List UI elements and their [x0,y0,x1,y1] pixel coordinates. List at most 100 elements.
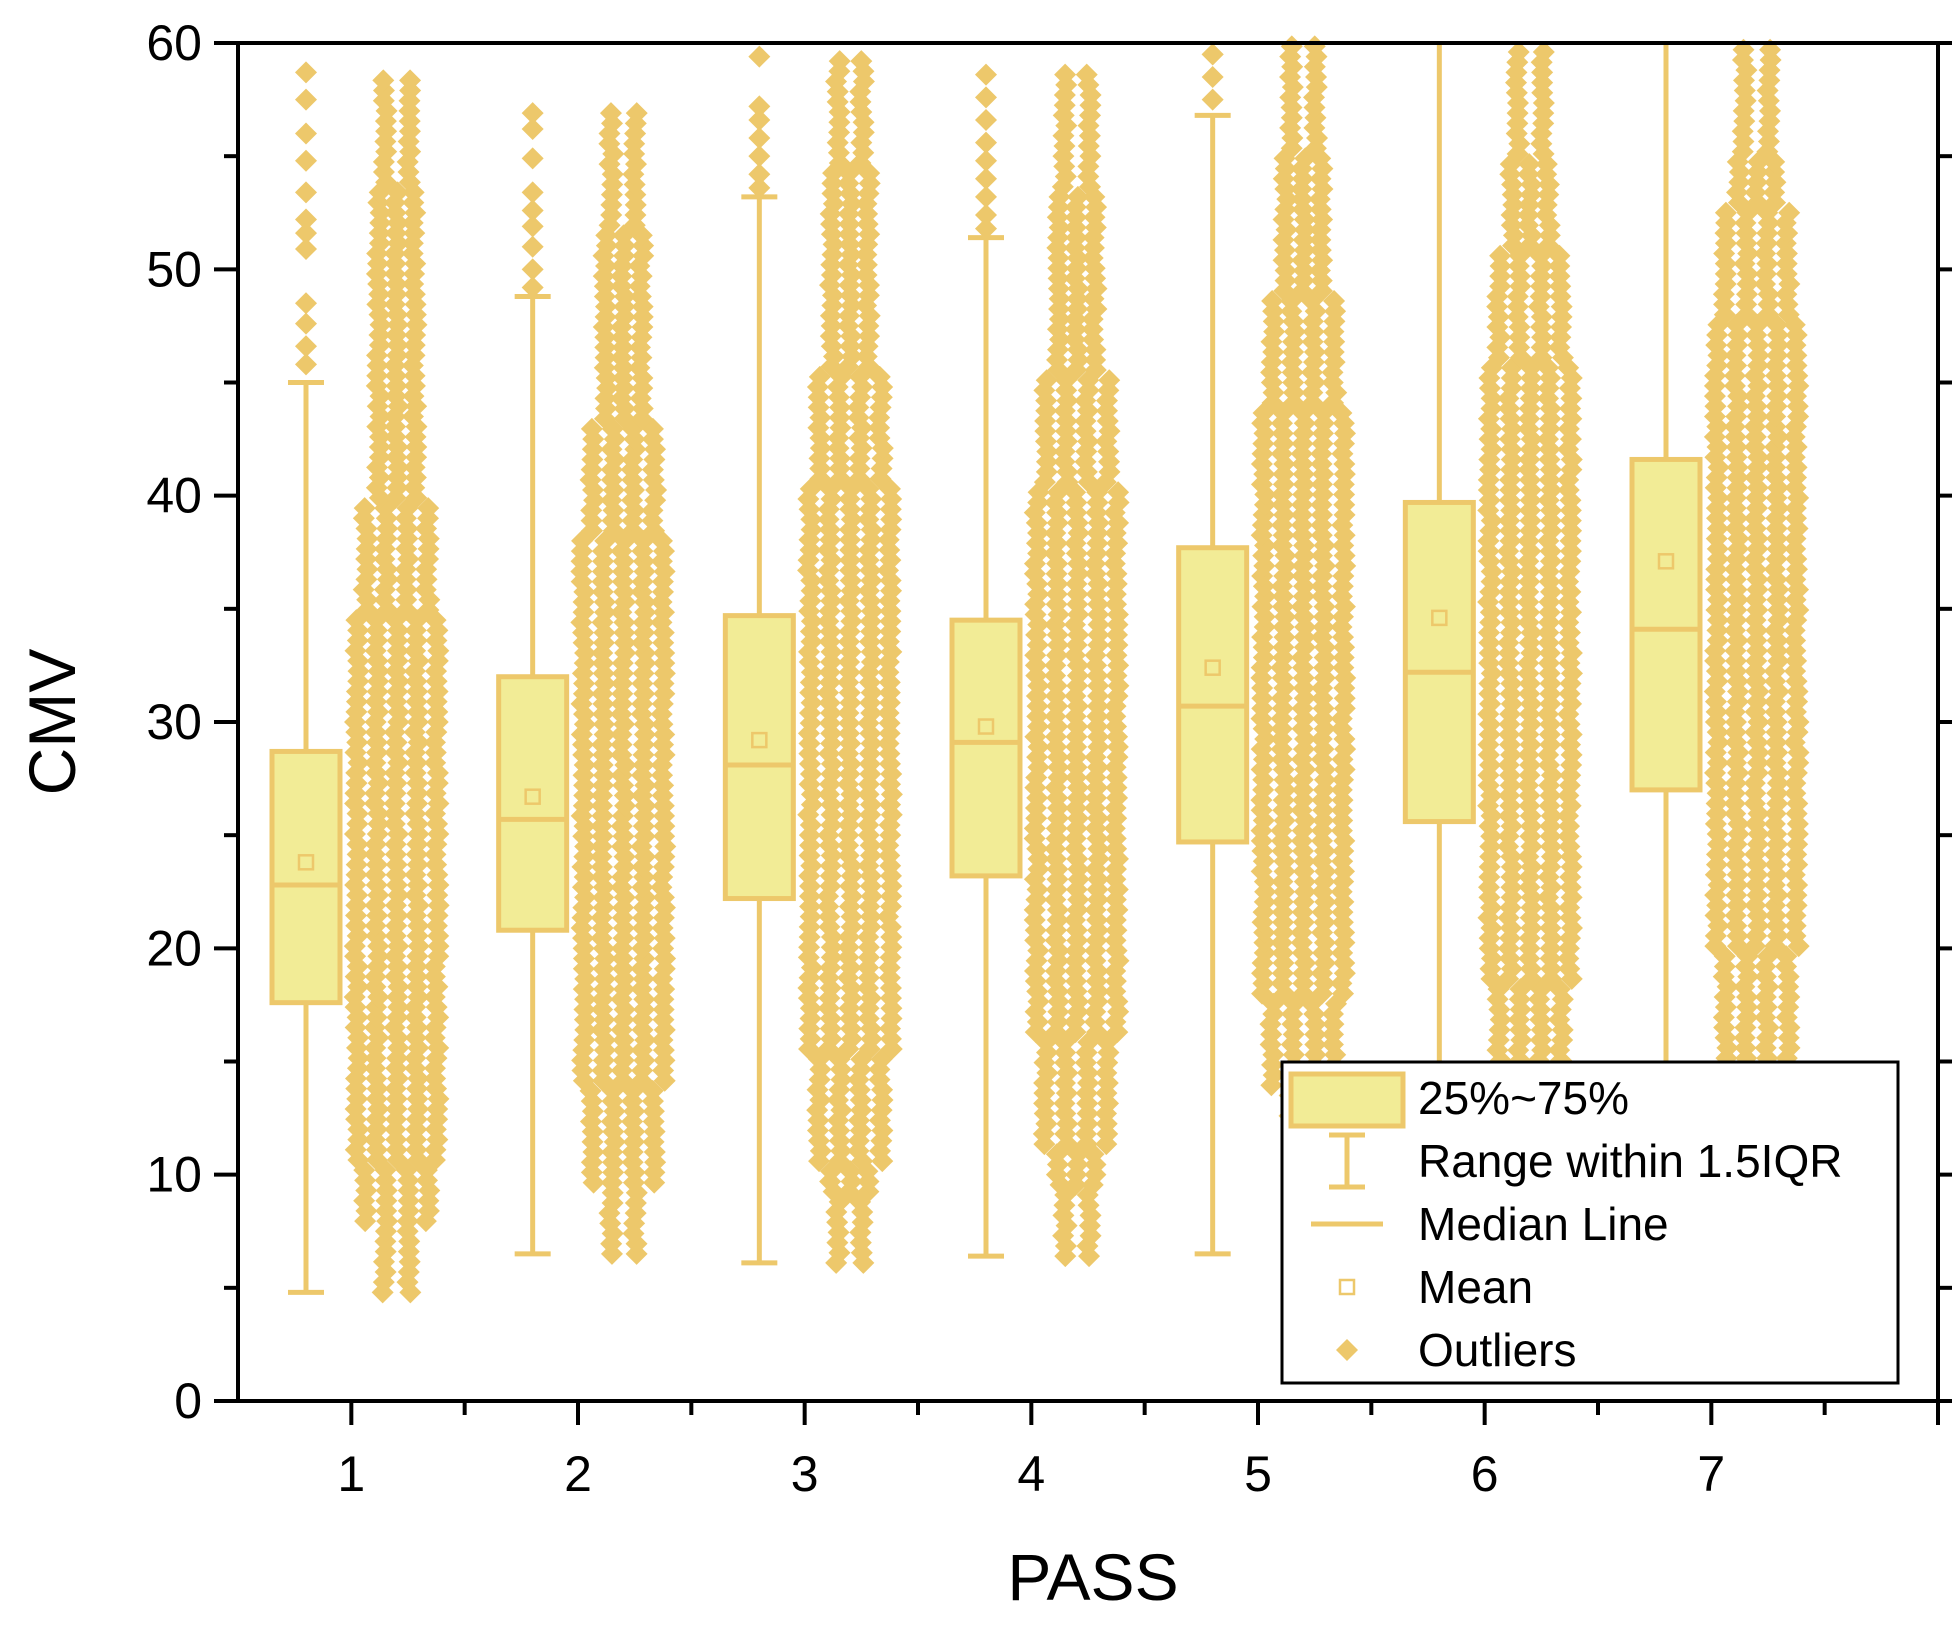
legend-outlier-swatch [1336,1339,1358,1361]
scatter-point [1507,41,1530,64]
box-pass-7 [1629,43,1703,1132]
y-tick-label: 20 [146,920,202,976]
scatter-point [1778,201,1801,224]
scatter-point [1261,290,1284,313]
y-tick-label: 50 [146,241,202,297]
scatter-point [363,1016,386,1039]
outlier-point [295,181,317,204]
outlier-point [295,88,317,111]
scatter-point [625,102,648,125]
x-tick-label: 5 [1244,1446,1272,1502]
scatter-point [599,102,622,125]
iqr-box [269,748,343,1006]
scatter-point [1066,185,1089,208]
iqr-box [1176,545,1250,845]
x-tick-label: 6 [1471,1446,1499,1502]
scatter-point [857,508,880,531]
outlier-point [295,237,317,260]
scatter-point [399,69,422,92]
scatter-point [828,50,851,73]
scatter-point [1280,35,1303,58]
outlier-point [521,199,544,222]
outlier-point [295,208,317,231]
mean-marker [297,854,315,871]
mean-marker [1204,659,1221,676]
outlier-point [521,102,544,125]
outlier-point [295,312,317,335]
legend-label: Median Line [1418,1198,1669,1250]
scatter-point [1731,120,1754,143]
box-pass-1 [269,61,343,1295]
outlier-point [295,61,317,84]
outlier-point [295,222,317,245]
spread-scatter-pass-6 [1477,41,1583,1164]
legend-label: 25%~75% [1418,1072,1629,1124]
x-tick-label: 3 [791,1446,819,1502]
scatter-point [1756,252,1779,275]
scatter-point [1052,124,1075,147]
boxes-layer [269,43,1703,1295]
spread-scatter-pass-5 [1250,35,1357,1168]
outlier-point [975,149,997,172]
scatter-point [1323,290,1346,313]
y-tick-label: 10 [146,1147,202,1203]
iqr-box [949,617,1023,879]
scatter-point [424,1016,447,1039]
mean-marker [751,731,768,749]
x-axis: 1 2 3 4 5 6 7 PASS [337,1401,1940,1614]
x-tick-label: 1 [337,1446,365,1502]
outlier-point [975,63,997,86]
spread-scatter-pass-2 [570,102,677,1265]
y-tick-label: 40 [146,468,202,524]
scatter-point [353,497,376,520]
scatter-point [850,50,873,73]
mean-marker [1431,609,1448,627]
outlier-point [748,163,771,186]
x-tick-label: 7 [1697,1446,1725,1502]
scatter-point [1531,254,1554,277]
y-tick-label: 0 [174,1373,202,1429]
legend: 25%~75% Range within 1.5IQR Median Line Mea… [1280,1060,1900,1385]
scatter-point [1734,1016,1757,1039]
scatter-point [1507,254,1530,277]
legend-label: Range within 1.5IQR [1418,1135,1842,1187]
scatter-point [1757,120,1780,143]
outlier-point [975,185,997,208]
scatter-point [1098,369,1121,392]
scatter-point [1273,503,1296,526]
iqr-box [1402,499,1476,825]
outlier-point [748,145,771,168]
outlier-point [748,108,771,131]
scatter-point [840,508,863,531]
outlier-point [295,292,317,315]
scatter-point [344,1016,367,1039]
y-axis: 0 10 20 30 40 50 60 CMV [15,15,1952,1429]
mean-marker [524,788,541,805]
scatter-point [628,254,651,277]
scatter-point [852,60,875,83]
legend-mean-swatch [1338,1278,1356,1296]
scatter-point [417,497,440,520]
outlier-point [521,118,544,141]
x-tick-label: 4 [1017,1446,1045,1502]
scatter-point [611,254,634,277]
mean-marker [1657,553,1675,570]
scatter-point [1252,503,1275,526]
scatter-point [1054,63,1077,86]
outlier-point [975,108,997,131]
scatter-point [367,252,390,275]
outlier-point [748,45,771,68]
outlier-point [748,127,771,150]
scatter-point [1714,252,1737,275]
mean-marker [977,718,995,735]
scatter-point [1532,41,1555,64]
outlier-point [748,176,771,199]
spread-scatter-pass-4 [1023,63,1130,1268]
legend-box-swatch [1288,1071,1406,1129]
outlier-point [975,167,997,190]
scatter-point [1757,1016,1780,1039]
outlier-point [295,149,317,172]
box-pass-5 [1176,43,1250,1257]
box-pass-6 [1402,43,1476,1132]
